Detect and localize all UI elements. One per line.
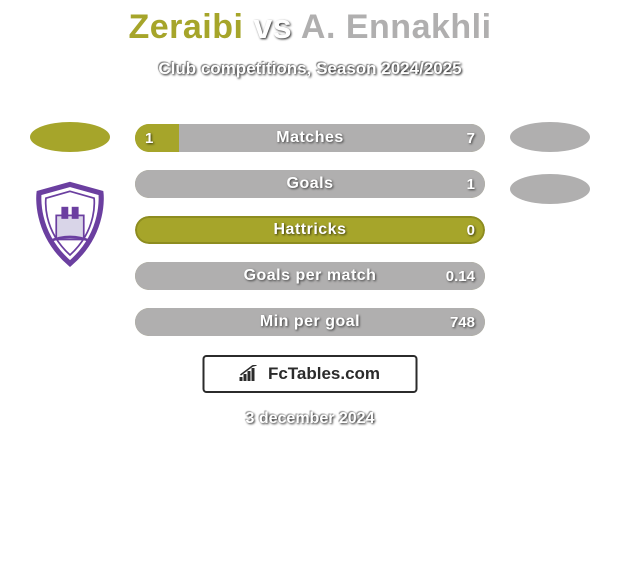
- stat-row: Matches1 7: [135, 124, 485, 152]
- stat-value-player2: 0.14: [446, 262, 475, 290]
- title: Zeraibi vs A. Ennakhli: [0, 0, 620, 47]
- stat-label: Goals: [135, 170, 485, 198]
- branding-text: FcTables.com: [268, 364, 380, 384]
- stat-value-player2: 7: [467, 124, 475, 152]
- title-player1: Zeraibi: [128, 8, 243, 46]
- branding-badge: FcTables.com: [203, 355, 418, 393]
- stat-value-player2: 1: [467, 170, 475, 198]
- stat-value-player2: 748: [450, 308, 475, 336]
- title-player2: A. Ennakhli: [301, 8, 492, 46]
- shield-icon: [27, 181, 113, 267]
- player2-avatar-oval-1: [510, 122, 590, 152]
- player1-avatar-oval: [30, 122, 110, 152]
- player1-club-badge: [20, 174, 120, 274]
- stat-label: Matches: [135, 124, 485, 152]
- stat-row: Goals1: [135, 170, 485, 198]
- stat-value-player1: 1: [145, 124, 153, 152]
- stat-row: Min per goal748: [135, 308, 485, 336]
- stat-label: Goals per match: [135, 262, 485, 290]
- bar-chart-icon: [240, 365, 262, 383]
- subtitle: Club competitions, Season 2024/2025: [0, 59, 620, 79]
- player2-column: [500, 122, 600, 226]
- stat-row: Goals per match0.14: [135, 262, 485, 290]
- comparison-card: Zeraibi vs A. Ennakhli Club competitions…: [0, 0, 620, 445]
- player1-column: [20, 122, 120, 274]
- stat-value-player2: 0: [467, 216, 475, 244]
- date-label: 3 december 2024: [0, 410, 620, 428]
- stat-label: Min per goal: [135, 308, 485, 336]
- stat-label: Hattricks: [135, 216, 485, 244]
- stat-bars: Matches17Goals1Hattricks0Goals per match…: [135, 124, 485, 354]
- player2-avatar-oval-2: [510, 174, 590, 204]
- title-vs: vs: [253, 8, 292, 46]
- stat-row: Hattricks0: [135, 216, 485, 244]
